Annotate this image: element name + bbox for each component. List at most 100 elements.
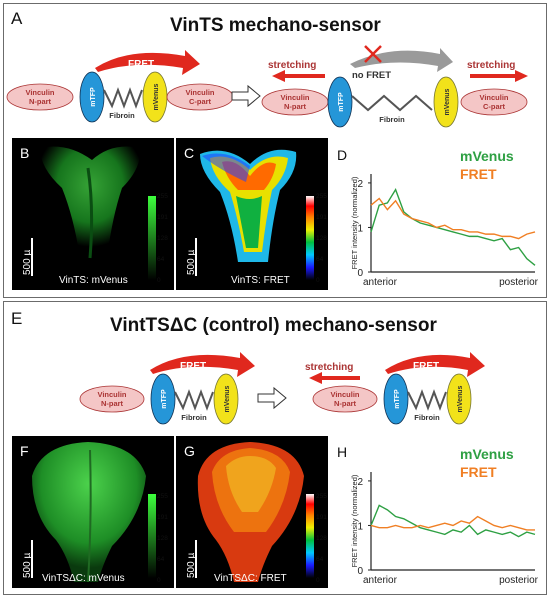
mvenus-right [433, 76, 459, 128]
vinc-n-e-r2: N-part [334, 399, 357, 408]
panel-g-letter: G [184, 443, 195, 459]
panel-f-scalebar: 500 µ [22, 552, 33, 578]
mtfp-e-left [150, 373, 176, 425]
panel-b-tick-64: 64 [157, 256, 165, 263]
fibroin-e-left: Fibroin [181, 413, 207, 422]
panel-g-caption: VinTSΔC: FRET [214, 573, 287, 584]
panel-g-scalebar: 500 µ [186, 552, 197, 578]
fret-label-e-right: FRET [413, 361, 439, 372]
panel-c-tick-191: 191 [316, 214, 327, 221]
vinc-n-e-r1: Vinculin [330, 390, 359, 399]
panel-h-xlabel-left: anterior [363, 575, 398, 586]
stretching-right-label: stretching [467, 60, 515, 71]
mtfp-label-e-left: mTFP [161, 389, 168, 409]
right-control-construct: stretching FRET Vinculin N-part mTFP Fib… [305, 352, 485, 425]
panel-g-tick-0: 0 [316, 577, 320, 584]
panel-h-legend-fret: FRET [460, 464, 497, 480]
fibroin-left: Fibroin [109, 111, 135, 120]
vinc-n-r2: N-part [284, 102, 307, 111]
panel-d-ylabel: FRET intensity (normalized) [350, 176, 359, 269]
stretch-arrow-left [272, 70, 325, 82]
panel-c-image [195, 149, 314, 280]
stretching-left-label: stretching [268, 60, 316, 71]
panel-d-ytick-label-2: 2 [357, 179, 363, 190]
transition-arrow-e [257, 386, 287, 410]
panel-f-micrograph [12, 436, 174, 588]
panel-b-tick-0: 0 [157, 277, 161, 284]
panel-g-tick-255: 255 [316, 493, 327, 500]
mtfp-label-left: mTFP [90, 87, 97, 107]
panel-h-ytick-label-0: 0 [357, 566, 363, 577]
panel-a-diagram: FRET Vinculin N-part mTFP Fibroin mVenus… [6, 45, 528, 128]
panel-c-tick-0: 0 [316, 277, 320, 284]
mvenus-label-left: mVenus [153, 83, 160, 110]
panel-h-legend-mvenus: mVenus [460, 446, 514, 462]
panel-d-xlabel-right: posterior [499, 277, 539, 288]
cross-line-2 [364, 45, 382, 63]
panel-h-ytick-label-2: 2 [357, 477, 363, 488]
right-construct: stretching stretching no FRET Vinculin N… [261, 45, 528, 128]
panel-h-series-mvenus [370, 504, 536, 538]
panel-d-ytick-label-0: 0 [357, 268, 363, 279]
fibroin-right: Fibroin [379, 115, 405, 124]
mtfp-label-right: mTFP [338, 92, 345, 112]
transition-arrow-a [231, 84, 261, 108]
panel-c-tick-128: 128 [316, 235, 327, 242]
panel-d-series-fret [370, 197, 536, 240]
vinculin-c-right [460, 88, 528, 116]
spring-right [351, 94, 433, 112]
mvenus-label-e-left: mVenus [224, 385, 231, 412]
panel-g-micrograph [176, 436, 328, 588]
panel-g-tick-128: 128 [316, 535, 327, 542]
vinc-c-r2: C-part [483, 102, 506, 111]
panel-e-letter: E [11, 309, 23, 328]
vinc-n-l1: Vinculin [25, 88, 54, 97]
panel-f-tick-64: 64 [157, 556, 165, 563]
stretch-arrow-e [309, 372, 360, 384]
panel-f-tick-128: 128 [157, 535, 168, 542]
panel-d-legend-mvenus: mVenus [460, 148, 514, 164]
panel-h-ytick-label-1: 1 [357, 521, 363, 532]
vinc-n-r1: Vinculin [280, 93, 309, 102]
panel-d-ytick-label-1: 1 [357, 223, 363, 234]
fibroin-e-right: Fibroin [414, 413, 440, 422]
vinc-c-r1: Vinculin [479, 93, 508, 102]
mvenus-label-right: mVenus [444, 88, 451, 115]
panel-f-tick-255: 255 [157, 493, 168, 500]
panel-c-tick-255: 255 [316, 193, 327, 200]
mtfp-left [79, 71, 105, 123]
panel-f-letter: F [20, 443, 29, 459]
panel-a-letter: A [11, 9, 23, 28]
vinc-c-l1: Vinculin [185, 88, 214, 97]
stretch-arrow-right [470, 70, 528, 82]
panel-b-letter: B [20, 145, 30, 161]
panel-c-caption: VinTS: FRET [231, 275, 290, 286]
spring-e-right [407, 389, 447, 411]
vinculin-n-e-left [79, 385, 145, 413]
panel-c-tick-64: 64 [316, 256, 324, 263]
panel-h-xlabel-right: posterior [499, 575, 539, 586]
panel-g-image [195, 442, 314, 582]
vinculin-n-e-right [312, 385, 378, 413]
left-control-construct: FRET Vinculin N-part mTFP Fibroin mVenus [79, 352, 255, 425]
panel-g-tick-64: 64 [316, 556, 324, 563]
left-construct: FRET Vinculin N-part mTFP Fibroin mVenus… [6, 50, 234, 123]
spring-left [103, 87, 143, 109]
mvenus-e-right [446, 373, 472, 425]
panel-h-ylabel: FRET intensity (normalized) [350, 474, 359, 567]
vinculin-n-left [6, 83, 74, 111]
panel-d-letter: D [337, 147, 348, 163]
panel-b-tick-255: 255 [157, 193, 168, 200]
panel-c-micrograph [176, 138, 328, 290]
panel-f-image [31, 442, 156, 583]
mvenus-e-left [213, 373, 239, 425]
panel-c-letter: C [184, 145, 195, 161]
panel-b-tick-128: 128 [157, 235, 168, 242]
fret-label-e-left: FRET [180, 361, 206, 372]
vinc-n-e-l2: N-part [101, 399, 124, 408]
vinc-c-l2: C-part [189, 97, 212, 106]
panel-f-caption: VinTSΔC: mVenus [42, 573, 125, 584]
mtfp-e-right [383, 373, 409, 425]
panel-b-image [31, 146, 156, 280]
